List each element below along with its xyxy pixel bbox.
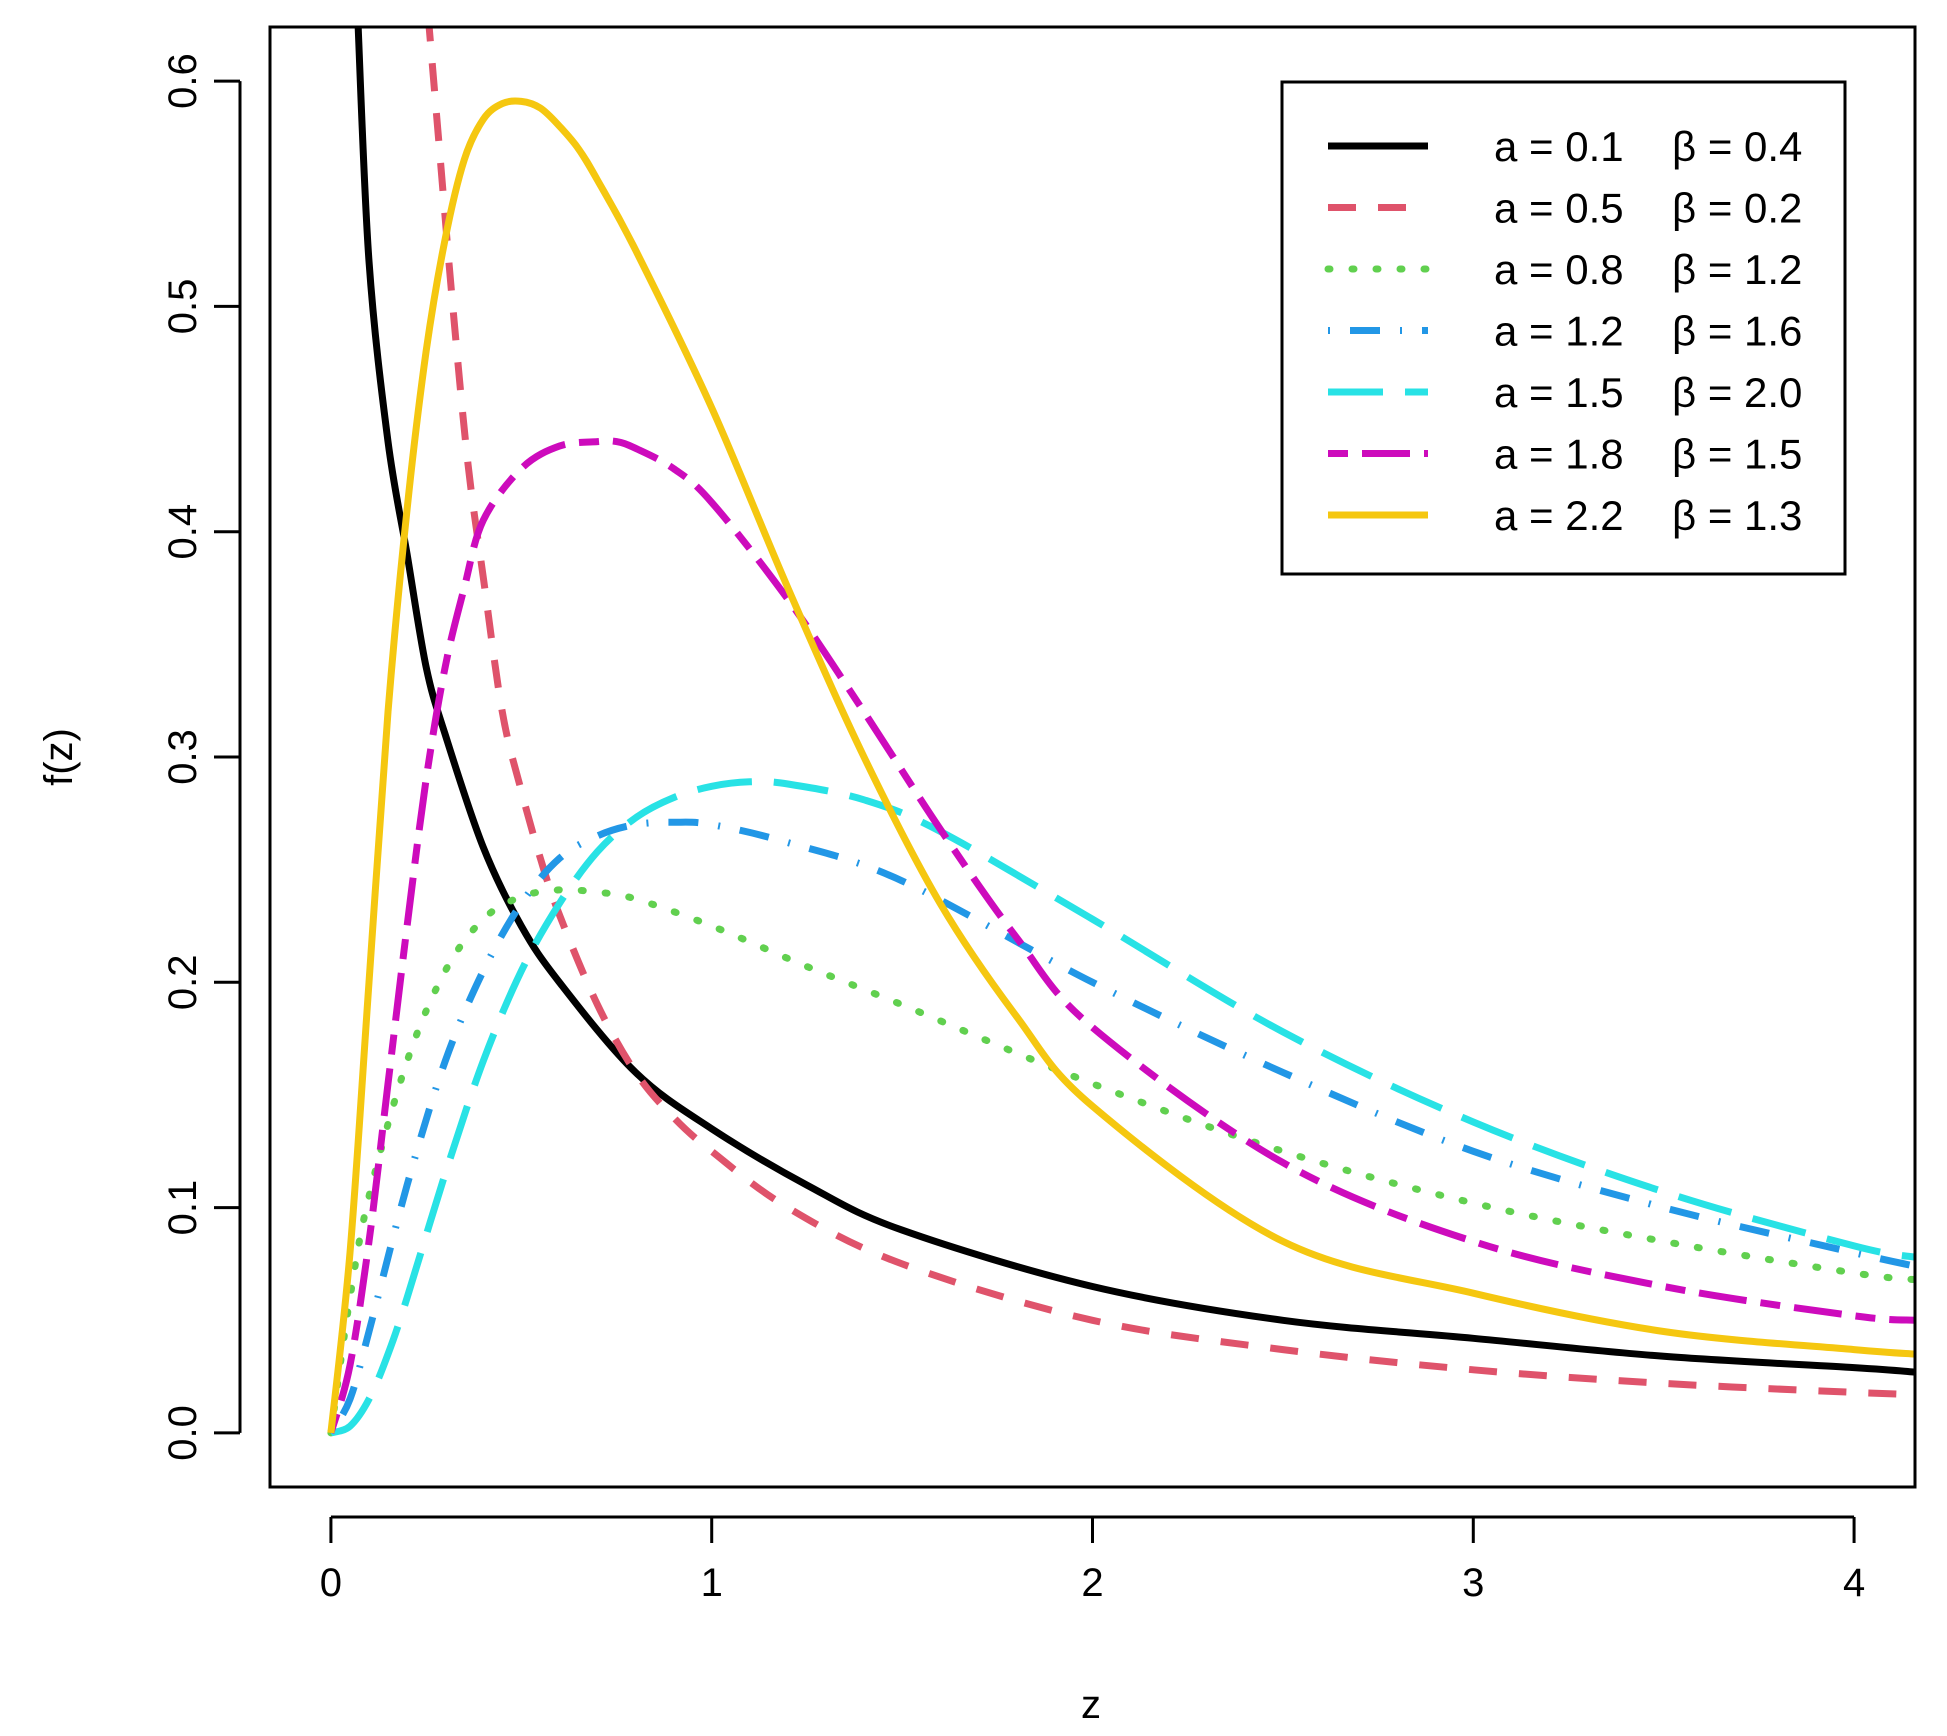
x-tick-label: 0: [320, 1561, 342, 1605]
legend-label-a-5: a = 1.5: [1494, 369, 1624, 416]
x-tick-label: 1: [701, 1561, 723, 1605]
x-axis-label: z: [1081, 1683, 1101, 1727]
y-tick-label: 0.6: [161, 53, 205, 109]
y-axis: 0.0 0.1 0.2 0.3 0.4 0.5 0.6: [161, 53, 242, 1461]
legend-label-a-4: a = 1.2: [1494, 308, 1624, 355]
series-line-5: [329, 778, 1915, 1437]
legend-label-a-3: a = 0.8: [1494, 246, 1624, 293]
y-tick-label: 0.0: [161, 1405, 205, 1461]
legend-label-a-2: a = 0.5: [1494, 185, 1624, 232]
series-line-2: [425, 27, 1915, 1399]
legend-label-b-4: β = 1.6: [1672, 308, 1802, 355]
x-tick-label: 2: [1081, 1561, 1103, 1605]
x-tick-label: 4: [1843, 1561, 1865, 1605]
legend-label-b-3: β = 1.2: [1672, 246, 1802, 293]
series-line-1: [354, 27, 1915, 1376]
y-tick-label: 0.4: [161, 504, 205, 560]
series-line-6: [327, 437, 1915, 1434]
legend-label-b-6: β = 1.5: [1672, 431, 1802, 478]
legend-label-a-7: a = 2.2: [1494, 492, 1624, 539]
y-tick-label: 0.3: [161, 729, 205, 785]
legend-label-a-6: a = 1.8: [1494, 431, 1624, 478]
legend: a = 0.1 β = 0.4 a = 0.5 β = 0.2 a = 0.8 β = 1…: [1280, 80, 1847, 576]
x-tick-label: 3: [1462, 1561, 1484, 1605]
legend-label-b-2: β = 0.2: [1672, 185, 1802, 232]
y-tick-label: 0.2: [161, 954, 205, 1010]
series-line-7: [327, 97, 1915, 1434]
legend-label-b-7: β = 1.3: [1672, 492, 1802, 539]
legend-label-b-5: β = 2.0: [1672, 369, 1802, 416]
x-axis: 0 1 2 3 4: [320, 1515, 1865, 1605]
y-tick-label: 0.1: [161, 1180, 205, 1236]
series-curves: [327, 27, 1915, 1437]
y-tick-label: 0.5: [161, 279, 205, 335]
y-axis-label: f(z): [37, 728, 81, 786]
legend-label-a-1: a = 0.1: [1494, 123, 1624, 170]
legend-label-b-1: β = 0.4: [1672, 123, 1802, 170]
plot-frame: [268, 25, 1917, 1489]
series-line-3: [327, 886, 1915, 1437]
